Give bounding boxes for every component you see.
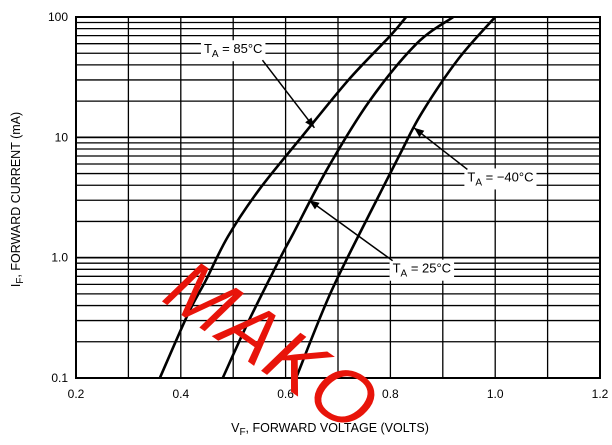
plot-frame bbox=[75, 16, 601, 379]
x-tick-label: 1.2 bbox=[592, 387, 609, 401]
series-label-bg bbox=[200, 40, 266, 62]
annotation-arrow-head bbox=[309, 200, 320, 210]
series-label-bg bbox=[389, 259, 455, 281]
y-tick-label: 1.0 bbox=[51, 251, 68, 265]
series-line-0 bbox=[158, 16, 408, 379]
series-lines bbox=[158, 15, 497, 379]
x-tick-label: 1.0 bbox=[487, 387, 504, 401]
annotation-arrow-line bbox=[308, 199, 394, 262]
series-annotations: TA = 85°C TA = −40°C TA = 25°C bbox=[200, 40, 537, 281]
grid-lines bbox=[76, 16, 600, 379]
y-axis-title: IF, FORWARD CURRENT (mA) bbox=[9, 112, 26, 287]
x-tick-labels: 0.2 0.4 0.6 0.8 1.0 1.2 bbox=[68, 387, 609, 401]
series-line-1 bbox=[221, 15, 455, 379]
annotation-arrow-head bbox=[305, 117, 315, 128]
annotation-arrow-head bbox=[413, 127, 425, 138]
series-label-1: TA = −40°C bbox=[467, 169, 533, 188]
x-tick-label: 0.2 bbox=[68, 387, 85, 401]
series-label-bg bbox=[464, 168, 537, 190]
series-label-2: TA = 25°C bbox=[393, 261, 452, 280]
x-tick-label: 0.6 bbox=[277, 387, 294, 401]
y-tick-labels: 0.1 1.0 10 100 bbox=[48, 10, 68, 385]
series-line-2 bbox=[294, 16, 497, 379]
y-tick-label: 10 bbox=[55, 130, 69, 144]
y-tick-label: 0.1 bbox=[51, 371, 68, 385]
series-label-0: TA = 85°C bbox=[204, 41, 263, 60]
y-tick-label: 100 bbox=[48, 10, 68, 24]
annotation-arrow-line bbox=[413, 127, 468, 171]
annotation-arrow-line bbox=[261, 59, 316, 129]
x-tick-label: 0.8 bbox=[382, 387, 399, 401]
x-axis-title: VF, FORWARD VOLTAGE (VOLTS) bbox=[231, 421, 429, 438]
x-tick-label: 0.4 bbox=[172, 387, 189, 401]
